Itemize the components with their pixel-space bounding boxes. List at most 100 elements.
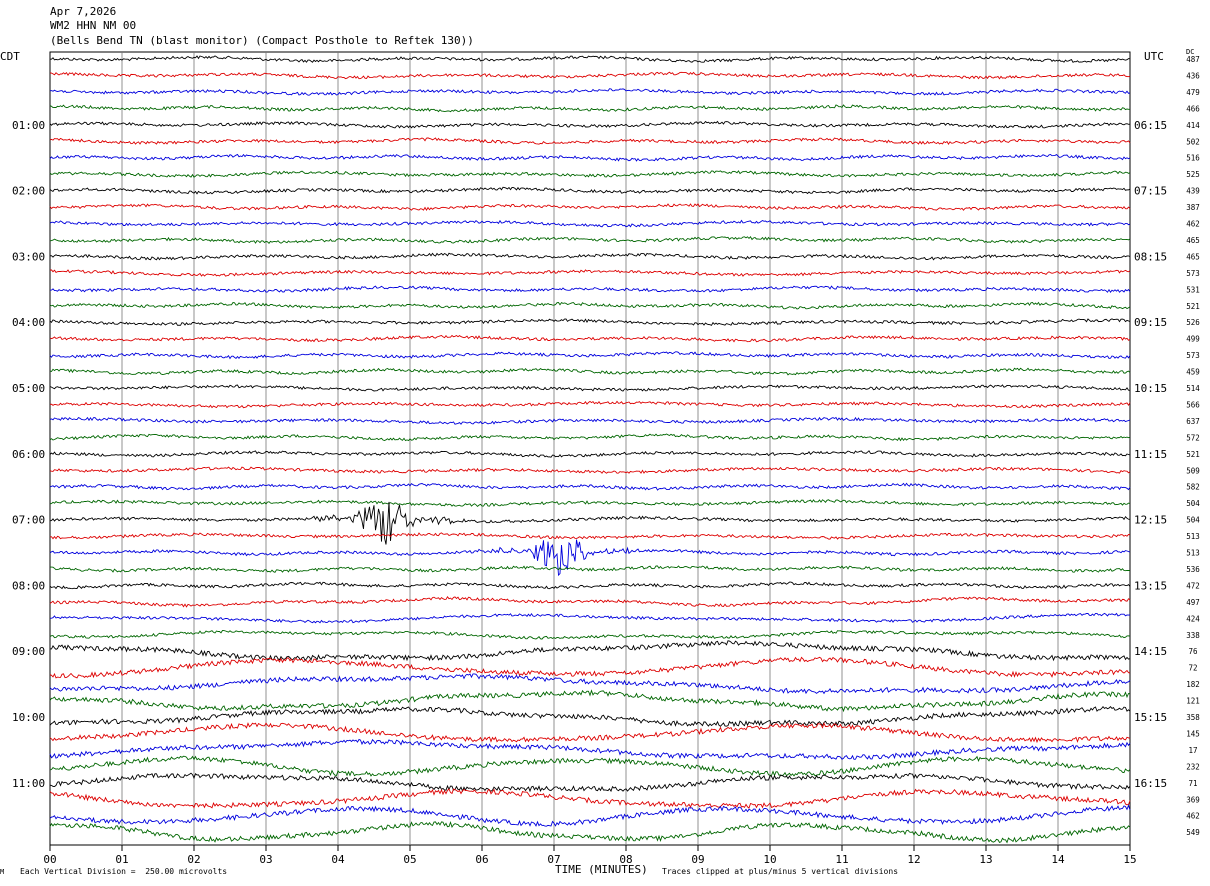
x-tick-label: 14 (1051, 853, 1065, 866)
left-hour-label: 01:00 (12, 119, 45, 132)
trace-line (49, 466, 1131, 474)
right-hour-label: 06:15 (1134, 119, 1167, 132)
right-hour-label: 11:15 (1134, 448, 1167, 461)
dc-offset-label: 487 (1186, 55, 1200, 64)
x-axis-title: TIME (MINUTES) (555, 863, 648, 876)
trace-line (49, 612, 1131, 624)
trace-line (50, 640, 1131, 662)
dc-offset-label: 525 (1186, 170, 1200, 179)
dc-offset-label: 459 (1186, 368, 1200, 377)
dc-offset-label: 536 (1186, 565, 1200, 574)
trace-line (49, 539, 1131, 577)
dc-offset-label: 513 (1186, 549, 1200, 558)
dc-offset-label: 145 (1186, 729, 1200, 738)
dc-offset-label: 516 (1186, 154, 1200, 163)
x-tick-label: 04 (331, 853, 345, 866)
right-hour-label: 12:15 (1134, 514, 1167, 527)
plot-date: Apr 7,2026 (50, 5, 117, 18)
x-tick-label: 03 (259, 853, 272, 866)
left-hour-label: 11:00 (12, 777, 45, 790)
trace-line (49, 630, 1131, 640)
dc-offset-label: 513 (1186, 532, 1200, 541)
dc-offset-label: 72 (1188, 664, 1197, 673)
x-tick-label: 12 (907, 853, 920, 866)
dc-offset-label: 521 (1186, 302, 1200, 311)
x-tick-label: 00 (43, 853, 56, 866)
plot-frame (49, 51, 1131, 846)
dc-offset-label: 521 (1186, 450, 1200, 459)
trace-line (49, 705, 1131, 728)
dc-offset-label: 338 (1186, 631, 1200, 640)
trace-line (49, 104, 1130, 113)
dc-offset-label: 414 (1186, 121, 1200, 130)
dc-offset-header: DC (1186, 48, 1195, 56)
trace-line (49, 120, 1131, 129)
dc-offset-label: 504 (1186, 516, 1200, 525)
dc-offset-label: 387 (1186, 203, 1200, 212)
dc-offset-label: 232 (1186, 762, 1200, 771)
dc-offset-label: 502 (1186, 137, 1200, 146)
trace-line (49, 318, 1131, 326)
left-hour-label: 03:00 (12, 250, 45, 263)
trace-line (50, 565, 1130, 573)
dc-offset-label: 566 (1186, 400, 1200, 409)
dc-offset-label: 573 (1186, 351, 1200, 360)
dc-offset-label: 573 (1186, 269, 1200, 278)
trace-line (49, 755, 1131, 777)
dc-offset-label: 466 (1186, 104, 1200, 113)
trace-line (49, 581, 1131, 590)
x-tick-label: 15 (1123, 853, 1136, 866)
trace-line (49, 285, 1131, 294)
x-tick-label: 10 (763, 853, 776, 866)
trace-line (49, 186, 1131, 195)
trace-line (49, 71, 1131, 80)
dc-offset-label: 358 (1186, 713, 1200, 722)
trace-line (49, 788, 1131, 809)
trace-line (49, 532, 1131, 540)
trace-line (49, 88, 1131, 96)
trace-line (49, 416, 1131, 425)
left-hour-label: 05:00 (12, 382, 45, 395)
dc-offset-label: 479 (1186, 88, 1200, 97)
dc-offset-label: 549 (1186, 828, 1200, 837)
trace-line (49, 482, 1131, 491)
dc-offset-label: 71 (1188, 779, 1197, 788)
trace-line (49, 252, 1131, 261)
left-hour-label: 04:00 (12, 316, 45, 329)
x-tick-label: 11 (835, 853, 848, 866)
dc-offset-label: 439 (1186, 187, 1200, 196)
right-hour-label: 15:15 (1134, 711, 1167, 724)
footer-mark: M (0, 868, 5, 876)
x-tick-label: 08 (619, 853, 632, 866)
right-hour-label: 07:15 (1134, 185, 1167, 198)
trace-line (49, 203, 1131, 211)
dc-offset-label: 526 (1186, 318, 1200, 327)
dc-offset-label: 504 (1186, 499, 1200, 508)
trace-line (49, 334, 1131, 343)
left-hour-label: 10:00 (12, 711, 45, 724)
dc-offset-label: 497 (1186, 598, 1200, 607)
trace-line (49, 656, 1131, 679)
dc-offset-label: 637 (1186, 417, 1200, 426)
trace-line (49, 501, 1131, 545)
trace-line (49, 301, 1131, 310)
dc-offset-label: 572 (1186, 433, 1200, 442)
dc-offset-label: 17 (1188, 746, 1197, 755)
dc-offset-label: 436 (1186, 71, 1200, 80)
dc-offset-label: 582 (1186, 483, 1200, 492)
trace-line (49, 722, 1131, 744)
right-hour-label: 16:15 (1134, 777, 1167, 790)
dc-offset-label: 369 (1186, 795, 1200, 804)
dc-offset-label: 509 (1186, 466, 1200, 475)
x-tick-label: 01 (115, 853, 128, 866)
trace-line (49, 738, 1131, 760)
left-hour-label: 09:00 (12, 645, 45, 658)
trace-line (49, 170, 1131, 178)
x-tick-label: 13 (979, 853, 992, 866)
dc-offset-label: 462 (1186, 220, 1200, 229)
trace-line (50, 55, 1131, 63)
left-timezone-label: CDT (0, 50, 20, 63)
trace-line (49, 804, 1131, 827)
trace-line (49, 384, 1131, 392)
